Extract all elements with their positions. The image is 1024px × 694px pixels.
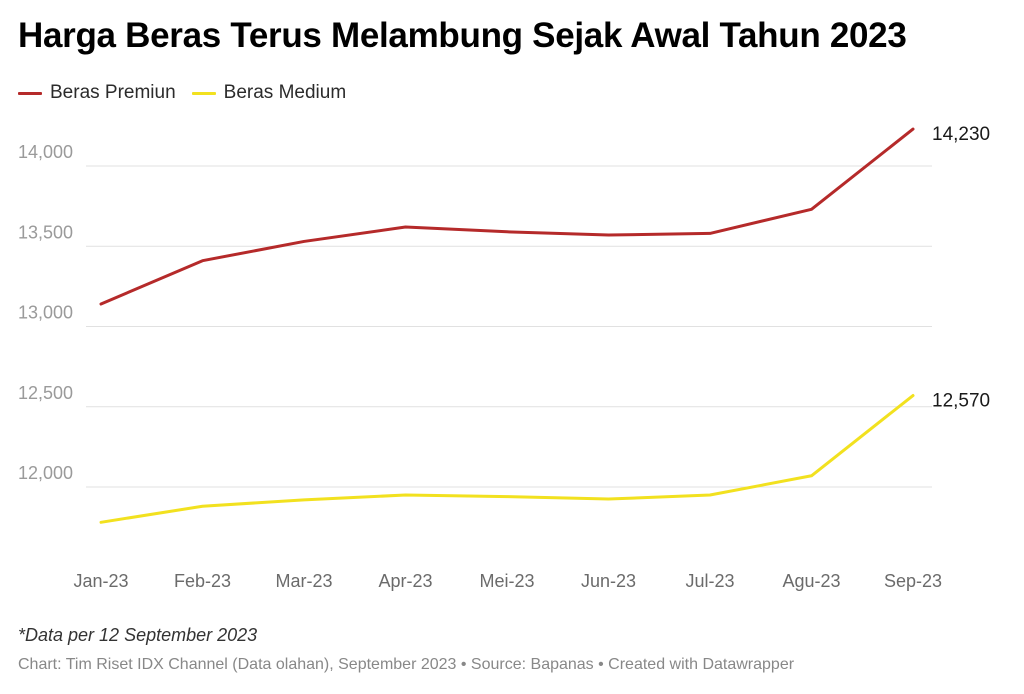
legend-item-premium: Beras Premiun (18, 82, 176, 104)
legend-label-medium: Beras Medium (223, 82, 347, 103)
y-tick-label: 13,500 (18, 222, 73, 242)
y-tick-label: 13,000 (18, 303, 73, 323)
legend-label-premium: Beras Premiun (50, 82, 176, 103)
series-line-premium (99, 127, 915, 306)
x-tick-label: Feb-23 (174, 571, 231, 591)
x-tick-label: Mei-23 (479, 571, 534, 591)
x-tick-label: Jul-23 (685, 571, 734, 591)
legend-swatch-premium (18, 91, 42, 95)
chart-title: Harga Beras Terus Melambung Sejak Awal T… (18, 16, 907, 55)
y-tick-label: 14,000 (18, 142, 73, 162)
end-value-label-medium: 12,570 (932, 391, 990, 412)
legend: Beras Premiun Beras Medium (18, 82, 362, 104)
x-tick-label: Agu-23 (782, 571, 840, 591)
chart-credit: Chart: Tim Riset IDX Channel (Data olaha… (18, 656, 795, 673)
x-tick-label: Sep-23 (884, 571, 942, 591)
x-tick-label: Jan-23 (73, 571, 128, 591)
y-tick-label: 12,500 (18, 383, 73, 403)
y-tick-label: 12,000 (18, 463, 73, 483)
legend-swatch-medium (191, 91, 216, 95)
x-tick-label: Mar-23 (275, 571, 332, 591)
end-value-label-premium: 14,230 (932, 124, 990, 145)
data-note: *Data per 12 September 2023 (18, 625, 258, 645)
x-tick-label: Apr-23 (378, 571, 432, 591)
series-line-medium (99, 394, 915, 524)
x-tick-label: Jun-23 (581, 571, 636, 591)
legend-item-medium: Beras Medium (191, 82, 347, 104)
